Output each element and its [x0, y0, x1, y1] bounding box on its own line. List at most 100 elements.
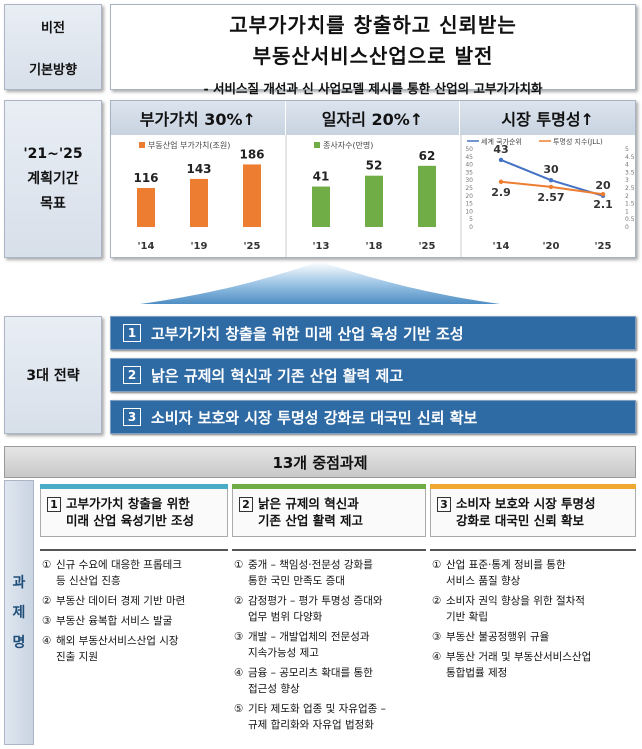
- goals-label-target: 목표: [40, 195, 66, 212]
- kpi-jobs-title: 일자리 20%↑: [285, 101, 461, 135]
- y2-tick-label: 4: [625, 162, 629, 169]
- y2-tick-label: 1.5: [625, 201, 635, 208]
- strategy-1: 1 고부가가치 창출을 위한 미래 산업 육성 기반 조성: [110, 316, 636, 350]
- y-tick-label: 5: [469, 216, 473, 223]
- data-label: 62: [419, 149, 436, 163]
- y-tick-label: 25: [465, 185, 473, 192]
- y2-tick-label: 2: [625, 193, 629, 200]
- task-column-1-title-l2: 미래 산업 육성기반 조성: [66, 513, 195, 528]
- x-tick-label: '18: [366, 241, 383, 252]
- list-item: ② 부동산 데이터 경제 기반 마련: [42, 595, 186, 607]
- vision-line2: 부동산서비스산업으로 발전: [252, 44, 494, 68]
- list-item: ③ 부동산 불공정행위 규율: [432, 631, 550, 643]
- data-point: [548, 184, 554, 190]
- strategy-1-num: 1: [123, 324, 141, 342]
- bar: [312, 186, 330, 227]
- task-column-2-title-l2: 기존 산업 활력 제고: [258, 513, 364, 528]
- legend-swatch: [314, 142, 320, 148]
- list-item: ① 신규 수요에 대응한 프롭테크 등 신산업 진흥: [42, 559, 182, 587]
- y-tick-label: 30: [465, 177, 473, 184]
- x-tick-label: '25: [244, 241, 261, 252]
- y-tick-label: 10: [465, 208, 473, 215]
- list-item: ④ 해외 부동산서비스산업 시장 진출 지원: [42, 635, 179, 663]
- data-label: 186: [239, 147, 264, 161]
- list-item: ③ 부동산 융복합 서비스 발굴: [42, 615, 173, 627]
- bar: [137, 187, 155, 227]
- strategy-3: 3 소비자 보호와 시장 투명성 강화로 대국민 신뢰 확보: [110, 400, 636, 434]
- task-column-1-num: 1: [47, 497, 61, 512]
- y2-tick-label: 0: [625, 224, 629, 231]
- x-tick-label: '14: [493, 241, 510, 252]
- side-label-char-3: 명: [12, 634, 26, 651]
- x-tick-label: '25: [595, 241, 612, 252]
- direction-text: - 서비스질 개선과 신 사업모델 제시를 통한 산업의 고부가가치화: [203, 81, 543, 96]
- y2-tick-label: 1: [625, 208, 629, 215]
- y2-tick-label: 0.5: [625, 216, 635, 223]
- legend-label: 종사자수(만명): [323, 140, 373, 150]
- y2-tick-label: 2.5: [625, 185, 635, 192]
- list-item: ② 감정평가 – 평가 투명성 증대와 업무 범위 다양화: [234, 595, 383, 623]
- kpi-panel: 부가가치 30%↑ 일자리 20%↑ 시장 투명성↑ 부동산업 부가가치(조원)…: [110, 100, 636, 258]
- data-label: 2.9: [491, 186, 511, 199]
- list-item: ① 산업 표준·통계 정비를 통한 서비스 품질 향상: [432, 559, 566, 587]
- list-item: ⑤ 기타 제도화 업종 및 자유업종 – 규제 합리화와 자유업 법정화: [234, 703, 386, 731]
- kpi-charts: 부동산업 부가가치(조원)116'14143'19186'25종사자수(만명)4…: [133, 135, 635, 257]
- data-point: [498, 179, 504, 184]
- x-tick-label: '25: [419, 241, 436, 252]
- legend-swatch: [139, 142, 145, 148]
- bar: [365, 175, 383, 227]
- goals-label-plan: 계획기간: [27, 170, 79, 187]
- y2-tick-label: 3.5: [625, 169, 635, 176]
- x-tick-label: '14: [138, 241, 155, 252]
- list-item: ④ 금융 – 공모리츠 확대를 통한 접근성 향상: [234, 667, 373, 695]
- vision-label: 비전: [41, 20, 65, 36]
- y-tick-label: 20: [465, 193, 473, 200]
- data-label: 116: [133, 171, 158, 185]
- arrow-glow: [140, 262, 500, 304]
- list-item: ④ 부동산 거래 및 부동산서비스산업 통합법률 제정: [432, 651, 592, 679]
- kpi-value-added-title: 부가가치 30%↑: [111, 101, 286, 135]
- task-column-3-num: 3: [437, 497, 451, 512]
- goals-label-period: '21~'25: [23, 145, 83, 162]
- strategies-label: 3대 전략: [4, 316, 102, 434]
- x-tick-label: '13: [313, 241, 330, 252]
- y-tick-label: 45: [465, 154, 473, 161]
- bar: [418, 165, 436, 227]
- strategy-1-text: 고부가가치 창출을 위한 미래 산업 육성 기반 조성: [151, 324, 464, 343]
- task-column-2-num: 2: [239, 497, 253, 512]
- bar: [190, 178, 208, 227]
- x-tick-label: '19: [191, 241, 208, 252]
- data-label: 143: [186, 162, 211, 176]
- list-item: ② 소비자 권익 향상을 위한 절차적 기반 확립: [432, 595, 585, 623]
- strategy-2: 2 낡은 규제의 혁신과 기존 산업 활력 제고: [110, 358, 636, 392]
- strategy-3-text: 소비자 보호와 시장 투명성 강화로 대국민 신뢰 확보: [151, 408, 478, 427]
- y-tick-label: 40: [465, 162, 473, 169]
- data-label: 43: [493, 143, 508, 156]
- task-column-2-title-l1: 낡은 규제의 혁신과: [258, 496, 359, 511]
- strategy-3-num: 3: [123, 408, 141, 426]
- y2-tick-label: 4.5: [625, 154, 635, 161]
- task-column-3-title-l2: 강화로 대국민 신뢰 확보: [456, 513, 585, 528]
- legend-label: 부동산업 부가가치(조원): [148, 140, 230, 150]
- task-column-1-title-l1: 고부가가치 창출을 위한: [66, 496, 190, 511]
- list-item: ① 중개 – 책임성·전문성 강화를 통한 국민 만족도 증대: [234, 559, 373, 587]
- y-tick-label: 15: [465, 201, 473, 208]
- y-tick-label: 0: [469, 224, 473, 231]
- y2-tick-label: 3: [625, 177, 629, 184]
- legend-label: 투명성 지수(JLL): [553, 137, 603, 146]
- tasks-header: 13개 중점과제: [4, 446, 636, 478]
- y-tick-label: 50: [465, 146, 473, 153]
- strategy-2-num: 2: [123, 366, 141, 384]
- data-label: 30: [543, 163, 559, 176]
- tasks-side-label: 과 제 명: [4, 480, 34, 745]
- y-tick-label: 35: [465, 169, 473, 176]
- x-tick-label: '20: [543, 241, 560, 252]
- vision-box: 고부가가치를 창출하고 신뢰받는 부동산서비스산업으로 발전 - 서비스질 개선…: [110, 4, 636, 96]
- y2-tick-label: 5: [625, 146, 629, 153]
- vision-line1: 고부가가치를 창출하고 신뢰받는: [229, 13, 517, 37]
- data-label: 2.57: [537, 191, 564, 204]
